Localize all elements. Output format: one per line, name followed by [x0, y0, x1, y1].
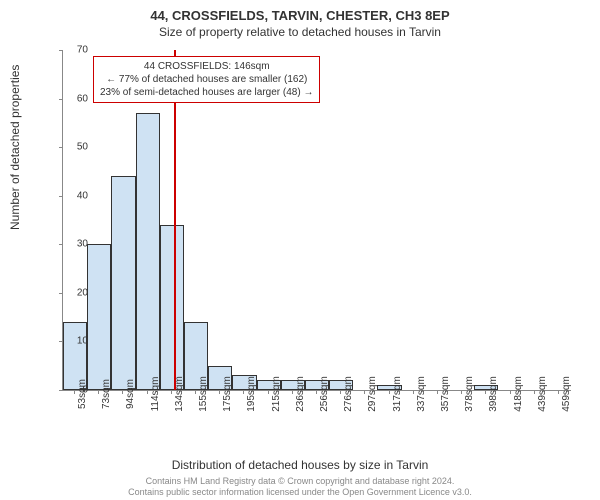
- footer-line-1: Contains HM Land Registry data © Crown c…: [0, 476, 600, 487]
- y-tick-mark: [59, 147, 63, 148]
- chart-footer: Contains HM Land Registry data © Crown c…: [0, 476, 600, 498]
- x-tick-label: 155sqm: [198, 376, 209, 412]
- footer-line-2: Contains public sector information licen…: [0, 487, 600, 498]
- y-tick-mark: [59, 50, 63, 51]
- x-axis-label: Distribution of detached houses by size …: [0, 458, 600, 472]
- x-tick-label: 337sqm: [416, 376, 427, 412]
- x-tick-mark: [147, 390, 148, 394]
- x-tick-label: 94sqm: [125, 379, 136, 409]
- y-tick-label: 70: [64, 45, 88, 56]
- y-tick-label: 30: [64, 239, 88, 250]
- x-tick-label: 73sqm: [101, 379, 112, 409]
- x-tick-mark: [243, 390, 244, 394]
- x-tick-label: 276sqm: [343, 376, 354, 412]
- x-tick-mark: [171, 390, 172, 394]
- x-tick-mark: [389, 390, 390, 394]
- y-tick-mark: [59, 99, 63, 100]
- x-tick-label: 459sqm: [561, 376, 572, 412]
- x-tick-label: 215sqm: [271, 376, 282, 412]
- x-tick-mark: [268, 390, 269, 394]
- x-tick-label: 175sqm: [222, 376, 233, 412]
- x-tick-mark: [364, 390, 365, 394]
- histogram-bar: [111, 176, 135, 390]
- x-tick-label: 398sqm: [488, 376, 499, 412]
- x-tick-label: 195sqm: [246, 376, 257, 412]
- x-tick-label: 114sqm: [150, 377, 161, 412]
- x-tick-label: 357sqm: [440, 376, 451, 412]
- x-tick-mark: [558, 390, 559, 394]
- x-tick-label: 256sqm: [319, 376, 330, 412]
- x-tick-label: 317sqm: [392, 376, 403, 412]
- x-tick-mark: [219, 390, 220, 394]
- x-tick-label: 439sqm: [537, 376, 548, 412]
- annotation-line: ← 77% of detached houses are smaller (16…: [100, 73, 313, 86]
- histogram-bar: [160, 225, 184, 390]
- y-tick-label: 0: [64, 385, 88, 396]
- chart-container: 44, CROSSFIELDS, TARVIN, CHESTER, CH3 8E…: [0, 0, 600, 500]
- x-tick-mark: [534, 390, 535, 394]
- x-tick-label: 134sqm: [174, 376, 185, 412]
- y-tick-mark: [59, 390, 63, 391]
- x-tick-mark: [510, 390, 511, 394]
- x-tick-mark: [340, 390, 341, 394]
- chart-area: 44 CROSSFIELDS: 146sqm← 77% of detached …: [62, 50, 570, 410]
- x-tick-mark: [316, 390, 317, 394]
- y-tick-mark: [59, 196, 63, 197]
- x-tick-mark: [413, 390, 414, 394]
- chart-subtitle: Size of property relative to detached ho…: [0, 23, 600, 39]
- x-tick-label: 236sqm: [295, 376, 306, 412]
- y-tick-label: 40: [64, 190, 88, 201]
- x-tick-label: 297sqm: [367, 376, 378, 412]
- y-tick-mark: [59, 244, 63, 245]
- x-tick-mark: [292, 390, 293, 394]
- x-tick-label: 418sqm: [513, 376, 524, 412]
- x-tick-label: 378sqm: [464, 376, 475, 412]
- chart-title: 44, CROSSFIELDS, TARVIN, CHESTER, CH3 8E…: [0, 0, 600, 23]
- annotation-box: 44 CROSSFIELDS: 146sqm← 77% of detached …: [93, 56, 320, 103]
- y-tick-label: 20: [64, 287, 88, 298]
- annotation-line: 44 CROSSFIELDS: 146sqm: [100, 60, 313, 73]
- histogram-bar: [87, 244, 111, 390]
- y-tick-label: 50: [64, 142, 88, 153]
- y-axis-label: Number of detached properties: [8, 65, 22, 230]
- y-tick-mark: [59, 293, 63, 294]
- annotation-line: 23% of semi-detached houses are larger (…: [100, 86, 313, 99]
- histogram-bar: [136, 113, 160, 390]
- y-tick-label: 10: [64, 336, 88, 347]
- x-tick-mark: [437, 390, 438, 394]
- x-tick-mark: [195, 390, 196, 394]
- x-tick-mark: [98, 390, 99, 394]
- y-tick-label: 60: [64, 93, 88, 104]
- x-tick-mark: [122, 390, 123, 394]
- x-tick-mark: [485, 390, 486, 394]
- x-tick-mark: [461, 390, 462, 394]
- plot-region: 44 CROSSFIELDS: 146sqm← 77% of detached …: [62, 50, 571, 391]
